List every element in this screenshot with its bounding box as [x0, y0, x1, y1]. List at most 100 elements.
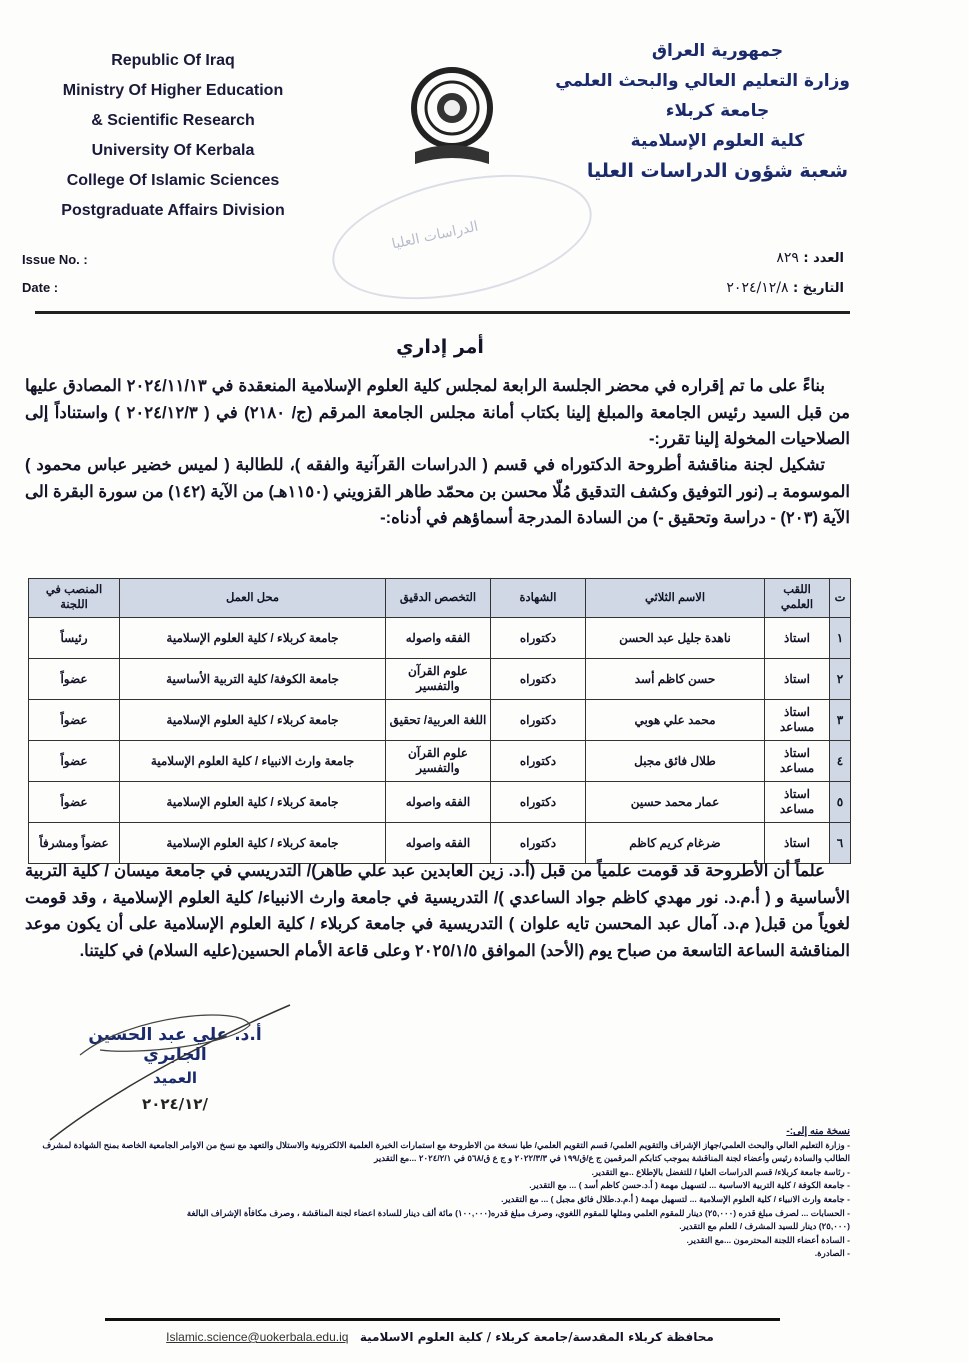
- table-cell: جامعة كربلاء / كلية العلوم الإسلامية: [119, 781, 386, 823]
- cc-item: - الصادرة.: [814, 1248, 850, 1259]
- letterhead-line: Ministry Of Higher Education: [62, 82, 284, 99]
- table-cell: الفقه واصوله: [385, 822, 491, 864]
- letterhead-line: College Of Islamic Sciences: [66, 172, 280, 189]
- letterhead-line: Postgraduate Affairs Division: [61, 202, 285, 219]
- closing-paragraph: علماً أن الأطروحة قد قومت علمياً من قبل …: [25, 862, 850, 960]
- table-cell: اللغة العربية/ تحقيق: [385, 699, 491, 741]
- footer-email[interactable]: Islamic.science@uokerbala.edu.iq: [166, 1330, 349, 1344]
- footer-address: محافظة كربلاء المقدسة/جامعة كربلاء / كلي…: [359, 1330, 714, 1344]
- col-header: محل العمل: [119, 578, 386, 618]
- cc-item: - وزارة التعليم العالي والبحث العلمي/جها…: [42, 1139, 850, 1164]
- table-cell: عضواً ومشرفاً: [28, 822, 120, 864]
- letterhead-line: شعبة شؤون الدراسات العليا: [586, 160, 849, 182]
- table-cell: عضواً: [28, 781, 120, 823]
- table-cell: جامعة كربلاء / كلية العلوم الإسلامية: [119, 699, 386, 741]
- table-cell: دكتوراه: [490, 699, 586, 741]
- table-cell: عضواً: [28, 658, 120, 700]
- cc-heading: نسخة منه إلى:-: [786, 1126, 850, 1137]
- table-cell: جامعة وارث الانبياء / كلية العلوم الإسلا…: [119, 740, 386, 782]
- table-cell: دكتوراه: [490, 617, 586, 659]
- table-cell: الفقه واصوله: [385, 617, 491, 659]
- table-cell: دكتوراه: [490, 781, 586, 823]
- footer: Islamic.science@uokerbala.edu.iq محافظة …: [100, 1330, 780, 1344]
- table-cell: استاذ مساعد: [764, 781, 830, 823]
- body-paragraph: تشكيل لجنة مناقشة أطروحة الدكتوراه في قس…: [25, 456, 851, 527]
- issue-label-en: Issue No. :: [22, 252, 88, 267]
- cc-list: نسخة منه إلى:- - وزارة التعليم العالي وا…: [22, 1125, 850, 1261]
- table-cell: علوم القرآن والتفسير: [385, 658, 491, 700]
- table-cell: علوم القرآن والتفسير: [385, 740, 491, 782]
- letterhead-line: جمهورية العراق: [651, 41, 784, 61]
- col-header: المنصب في اللجنة: [28, 578, 120, 618]
- table-row: ٥ استاذ مساعد عمار محمد حسين دكتوراه الفقه و…: [28, 781, 851, 823]
- signature-block: أ.د. علي عبد الحسين الجابري العميد ٢٠٢٤/…: [49, 1004, 291, 1141]
- table-cell: ١: [829, 617, 851, 659]
- date-label-ar: التاريخ :: [793, 281, 844, 296]
- english-letterhead: Republic Of Iraq Ministry Of Higher Educ…: [18, 46, 328, 226]
- cc-item: - رئاسة جامعة كربلاء/ قسم الدراسات العلي…: [591, 1166, 850, 1177]
- table-cell: دكتوراه: [490, 822, 586, 864]
- table-cell: دكتوراه: [490, 658, 586, 700]
- committee-table: ت اللقب العلمي الاسم الثلاثي الشهادة الت…: [28, 578, 851, 864]
- letterhead-line: وزارة التعليم العالي والبحث العلمي: [555, 71, 850, 91]
- col-header: ت: [829, 578, 851, 618]
- col-header: اللقب العلمي: [764, 578, 830, 618]
- col-header: التخصص الدقيق: [385, 578, 491, 618]
- letterhead-line: & Scientific Research: [91, 112, 255, 129]
- table-row: ٣ استاذ مساعد محمد علي هوبي دكتوراه اللغة ال…: [28, 699, 851, 741]
- document-title: أمر إداري: [396, 336, 484, 358]
- footer-divider: [105, 1318, 780, 1321]
- table-cell: ٤: [829, 740, 851, 782]
- table-row: ٢ استاذ حسن كاظم أسد دكتوراه علوم القرآن وال…: [28, 658, 851, 700]
- table-cell: ناهدة جليل عبد الحسن: [585, 617, 765, 659]
- table-cell: محمد علي هوبي: [585, 699, 765, 741]
- table-cell: ضرغام كريم كاظم: [585, 822, 765, 864]
- signatory-title: العميد: [152, 1069, 198, 1087]
- table-cell: جامعة كربلاء / كلية العلوم الإسلامية: [119, 617, 386, 659]
- table-cell: حسن كاظم أسد: [585, 658, 765, 700]
- cc-item: - جامعة وارث الانبياء / كلية العلوم الإس…: [501, 1193, 850, 1204]
- table-cell: جامعة الكوفة/ كلية التربية الأساسية: [119, 658, 386, 700]
- cc-item: - الحسابات ... لصرف مبلغ قدره (٢٥,٠٠٠) د…: [186, 1207, 850, 1232]
- table-cell: استاذ مساعد: [764, 699, 830, 741]
- table-cell: رئيساً: [28, 617, 120, 659]
- table-header-row: ت اللقب العلمي الاسم الثلاثي الشهادة الت…: [28, 578, 851, 618]
- table-cell: عضواً: [28, 740, 120, 782]
- table-cell: دكتوراه: [490, 740, 586, 782]
- table-row: ٦ استاذ ضرغام كريم كاظم دكتوراه الفقه واصوله…: [28, 822, 851, 864]
- col-header: الشهادة: [490, 578, 586, 618]
- signature-date: ٢٠٢٤/١٢/: [142, 1095, 208, 1113]
- header-divider: [35, 311, 850, 314]
- table-row: ٤ استاذ مساعد طلال فائق مجبل دكتوراه علوم ال…: [28, 740, 851, 782]
- table-cell: استاذ: [764, 822, 830, 864]
- table-cell: ٦: [829, 822, 851, 864]
- cc-item: - السادة أعضاء اللجنة المحترمون ...مع ال…: [686, 1234, 850, 1245]
- letterhead-line: جامعة كربلاء: [665, 101, 770, 121]
- table-cell: جامعة كربلاء / كلية العلوم الإسلامية: [119, 822, 386, 864]
- table-cell: طلال فائق مجبل: [585, 740, 765, 782]
- issue-date: التاريخ : ٢٠٢٤/١٢/٨: [726, 280, 844, 296]
- faded-stamp: الدراسات العليا: [321, 153, 603, 321]
- signature-scribble: [49, 1004, 291, 1141]
- letterhead-line: University Of Kerbala: [91, 142, 255, 159]
- col-header: الاسم الثلاثي: [585, 578, 765, 618]
- table-cell: استاذ مساعد: [764, 740, 830, 782]
- stamp-text: الدراسات العليا: [390, 218, 480, 253]
- table-cell: استاذ: [764, 617, 830, 659]
- arabic-letterhead: جمهورية العراق وزارة التعليم العالي والب…: [555, 36, 850, 186]
- table-cell: استاذ: [764, 658, 830, 700]
- date-value: ٢٠٢٤/١٢/٨: [726, 280, 789, 296]
- table-cell: ٢: [829, 658, 851, 700]
- table-cell: ٣: [829, 699, 851, 741]
- issue-number: العدد : ٨٢٩: [776, 250, 844, 266]
- date-label-en: Date :: [22, 280, 59, 295]
- issue-label-ar: العدد :: [803, 251, 844, 266]
- table-row: ١ استاذ ناهدة جليل عبد الحسن دكتوراه الفقه و…: [28, 617, 851, 659]
- letterhead-line: كلية العلوم الإسلامية: [630, 131, 805, 151]
- letterhead-line: Republic Of Iraq: [111, 52, 235, 69]
- table-cell: عمار محمد حسين: [585, 781, 765, 823]
- issue-value: ٨٢٩: [776, 250, 799, 266]
- body-paragraph: بناءً على ما تم إقراره في محضر الجلسة ال…: [25, 377, 851, 448]
- table-cell: ٥: [829, 781, 851, 823]
- university-logo: [411, 67, 493, 164]
